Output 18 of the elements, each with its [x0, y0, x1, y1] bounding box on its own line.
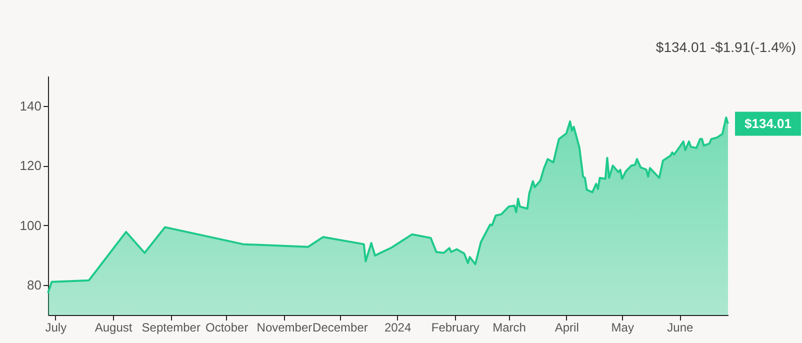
x-tick-label: June [667, 320, 694, 334]
x-tick-label: December [312, 320, 368, 334]
y-tick-label: 80 [27, 278, 42, 293]
x-tick-label: July [45, 320, 67, 334]
x-tick-label: September [142, 320, 200, 334]
x-tick-label: November [256, 320, 312, 334]
x-tick-label: 2024 [384, 320, 412, 334]
y-tick-label: 140 [20, 98, 42, 114]
x-tick-label: August [94, 320, 133, 334]
x-tick-label: October [206, 320, 248, 334]
annotation: $134.01 [744, 116, 792, 131]
text: $134.01 -$1.91(-1.4%) [656, 39, 796, 55]
x-tick-label: February [431, 320, 480, 334]
y-tick-label: 100 [20, 218, 42, 233]
y-tick-label: 120 [20, 158, 42, 174]
x-tick-label: March [492, 320, 526, 334]
x-tick-label: May [611, 320, 634, 334]
x-tick-label: April [554, 320, 579, 334]
